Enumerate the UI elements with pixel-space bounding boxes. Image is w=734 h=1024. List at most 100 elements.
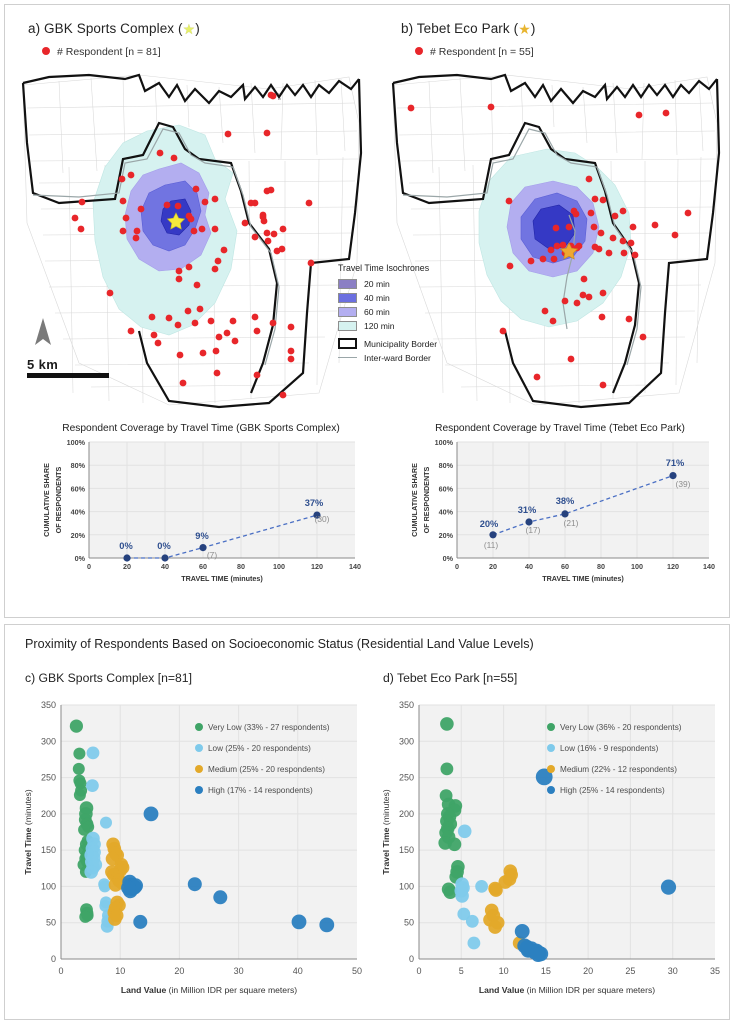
map-b-title-text: b) Tebet Eco Park [401,21,510,36]
svg-text:100: 100 [273,562,285,571]
chart-coverage-tebet[interactable]: Respondent Coverage by Travel Time (Tebe… [395,423,725,609]
svg-text:100%: 100% [67,438,86,447]
map-tebet-svg [391,73,721,409]
chart-coverage-gbk-title: Respondent Coverage by Travel Time (GBK … [62,423,340,434]
point-count-labels: (11) (17) (21) (39) [484,479,691,550]
star-marker-tebet [559,242,579,260]
series-very-low [69,719,95,923]
legend-item-60min: 60 min [338,305,458,318]
svg-text:(17): (17) [526,525,541,535]
swatch-120min [338,320,357,331]
series-high [121,806,335,933]
svg-text:35: 35 [710,966,720,976]
chart-scatter-gbk[interactable]: 0 50 100 150 200 250 300 350 0 10 20 30 40 50 Lan… [19,695,371,1013]
map-a-title-text: a) GBK Sports Complex [28,21,175,36]
interward-borders-tebet [402,128,642,366]
svg-text:22: 22 [278,97,281,101]
svg-text:40%: 40% [71,508,86,517]
x-axis-label: TRAVEL TIME (minutes) [181,574,263,583]
map-a-header: a) GBK Sports Complex (★) # Respondent [… [28,21,200,58]
map-tebet-eco-park[interactable] [391,63,726,413]
legend-item-interward: Inter-ward Border [338,351,458,364]
chart-scatter-tebet[interactable]: 0 50 100 150 200 250 300 350 0 5 10 15 20 25 30 35… [377,695,729,1013]
scatter-gbk-legend: Very Low (33% - 27 respondents) Low (25%… [195,723,330,795]
svg-text:9%: 9% [195,531,209,541]
svg-text:200: 200 [41,809,56,819]
legend-label-high: High (25% - 14 respondents) [560,786,665,795]
legend-item-municipality: Municipality Border [338,337,458,350]
gridlines [457,441,709,558]
municipality-borders-gbk [21,73,363,409]
svg-text:0%: 0% [119,541,133,551]
svg-text:7: 7 [278,92,280,96]
svg-text:250: 250 [41,773,56,783]
svg-text:30: 30 [234,966,244,976]
legend-label-very-low: Very Low (33% - 27 respondents) [208,723,330,732]
series-medium [105,837,130,926]
map-b-header: b) Tebet Eco Park (★) # Respondent [n = … [401,21,536,58]
legend-label-120min: 120 min [364,320,395,331]
series-low [454,824,488,950]
svg-text:40%: 40% [439,508,454,517]
svg-text:0: 0 [87,562,91,571]
svg-text:120: 120 [311,562,323,571]
svg-text:38%: 38% [556,496,575,506]
svg-text:5: 5 [459,966,464,976]
legend-label-medium: Medium (22% - 12 respondents) [560,765,677,774]
map-a-respondent-label: # Respondent [n = 81] [57,46,161,58]
series-very-low [438,717,465,899]
svg-text:20%: 20% [71,531,86,540]
legend-label-60min: 60 min [364,306,390,317]
swatch-interward-border [338,357,357,358]
svg-text:250: 250 [399,773,414,783]
swatch-municipality-border [338,338,357,349]
svg-text:80: 80 [597,562,605,571]
x-tick-labels: 0 20 40 60 80 100 120 140 [87,562,361,571]
x-axis-label: Land Value (in Million IDR per square me… [479,985,655,995]
chart-coverage-gbk[interactable]: Respondent Coverage by Travel Time (GBK … [27,423,375,609]
svg-text:25: 25 [625,966,635,976]
map-b-respondent-label: # Respondent [n = 55] [430,46,534,58]
scale-bar-line [27,373,109,378]
scatter-gbk-svg: 0 50 100 150 200 250 300 350 0 10 20 30 40 50 Lan… [23,700,362,995]
map-gbk-sports-complex[interactable]: 7 22 [19,63,369,413]
svg-text:71%: 71% [666,458,685,468]
svg-text:80%: 80% [71,461,86,470]
respondent-dots-gbk [71,91,315,399]
scale-bar: 5 km [27,357,109,378]
scatter-tebet-svg: 0 50 100 150 200 250 300 350 0 5 10 15 20 25 30 35… [381,700,720,995]
legend-label-medium: Medium (25% - 20 respondents) [208,765,325,774]
bottom-panel: Proximity of Respondents Based on Socioe… [4,624,730,1020]
svg-text:150: 150 [399,845,414,855]
series-points [123,511,321,562]
legend-label-very-low: Very Low (36% - 20 respondents) [560,723,682,732]
svg-text:(11): (11) [484,540,498,550]
svg-text:20%: 20% [480,519,499,529]
point-count-labels: (7) (30) [207,514,330,560]
svg-text:60%: 60% [71,484,86,493]
svg-text:0: 0 [416,966,421,976]
svg-text:30: 30 [668,966,678,976]
svg-text:300: 300 [399,736,414,746]
map-b-title: b) Tebet Eco Park (★) [401,21,536,37]
x-tick-labels: 0 5 10 15 20 25 30 35 [416,966,720,976]
swatch-20min [338,278,357,289]
scatter-gbk-title: c) GBK Sports Complex [n=81] [25,671,192,685]
legend-label-40min: 40 min [364,292,390,303]
x-axis-label: Land Value (in Million IDR per square me… [121,985,297,995]
y-axis-label-line2: OF RESPONDENTS [54,466,63,533]
series-medium [483,864,527,950]
svg-text:60: 60 [561,562,569,571]
legend-label-interward: Inter-ward Border [364,352,431,363]
map-legend-title: Travel Time Isochrones [338,263,430,273]
legend-item-40min: 40 min [338,291,458,304]
y-axis-label: Travel Time (minutes) [381,789,391,874]
legend-label-20min: 20 min [364,278,390,289]
scatter-tebet-legend: Very Low (36% - 20 respondents) Low (16%… [547,723,682,795]
svg-text:15: 15 [541,966,551,976]
svg-text:0: 0 [455,562,459,571]
svg-text:100: 100 [399,881,414,891]
top-panel: a) GBK Sports Complex (★) # Respondent [… [4,4,730,618]
chart-coverage-gbk-svg: 0% 20% 40% 60% 80% 100% 0 20 40 60 80 100 120 140… [42,438,361,583]
